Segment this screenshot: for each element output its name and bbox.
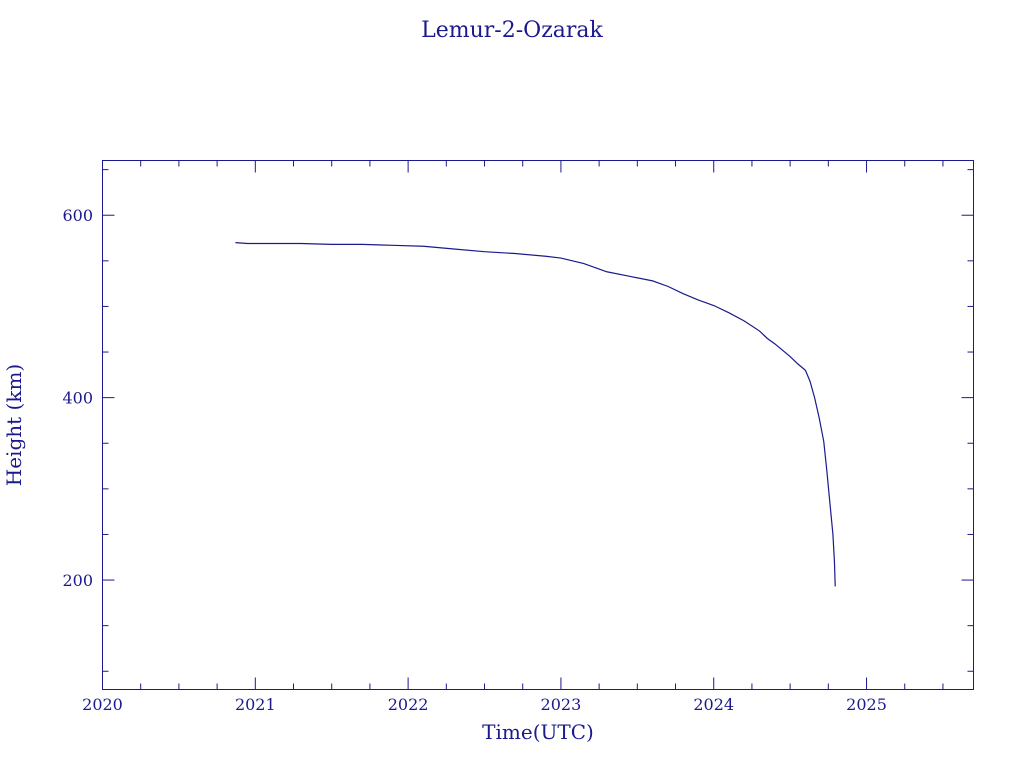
- tick-labels: 2020 2021 2022 2023 2024 2025 200 400 600: [62, 206, 886, 714]
- x-tick-label: 2023: [541, 695, 582, 714]
- plot-frame: [102, 160, 974, 690]
- x-tick-label: 2020: [82, 695, 123, 714]
- y-axis-label: Height (km): [2, 364, 26, 486]
- y-tick-label: 400: [62, 389, 93, 408]
- x-tick-label: 2025: [846, 695, 887, 714]
- x-tick-label: 2021: [235, 695, 276, 714]
- x-axis-label: Time(UTC): [482, 720, 594, 744]
- x-tick-label: 2022: [388, 695, 429, 714]
- x-tick-label: 2024: [693, 695, 734, 714]
- y-tick-label: 200: [62, 571, 93, 590]
- y-tick-label: 600: [62, 206, 93, 225]
- axis-ticks: [102, 160, 974, 690]
- chart-title: Lemur-2-Ozarak: [421, 18, 603, 43]
- height-series-line: [235, 241, 836, 587]
